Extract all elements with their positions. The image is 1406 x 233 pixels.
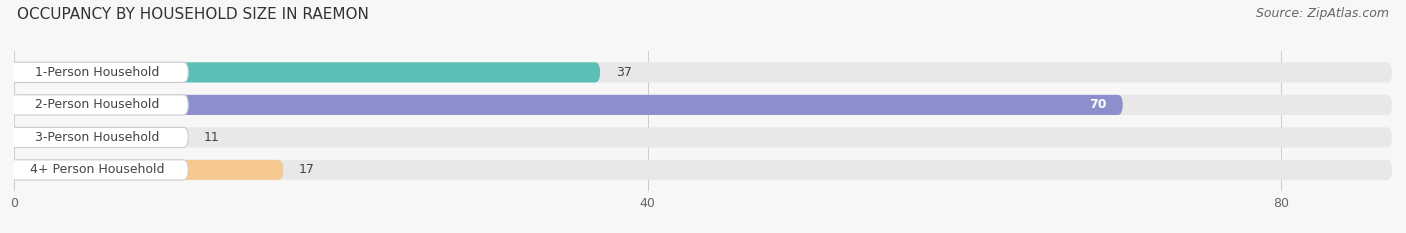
FancyBboxPatch shape: [14, 127, 188, 147]
Text: 37: 37: [616, 66, 631, 79]
FancyBboxPatch shape: [14, 95, 1123, 115]
Text: 17: 17: [299, 163, 315, 176]
Text: Source: ZipAtlas.com: Source: ZipAtlas.com: [1256, 7, 1389, 20]
Text: 1-Person Household: 1-Person Household: [35, 66, 159, 79]
FancyBboxPatch shape: [14, 62, 1392, 82]
Text: 70: 70: [1090, 98, 1107, 111]
FancyBboxPatch shape: [14, 160, 283, 180]
Text: 11: 11: [204, 131, 219, 144]
Text: 3-Person Household: 3-Person Household: [35, 131, 159, 144]
FancyBboxPatch shape: [14, 127, 1392, 147]
FancyBboxPatch shape: [6, 95, 188, 115]
FancyBboxPatch shape: [6, 62, 188, 82]
Text: 4+ Person Household: 4+ Person Household: [30, 163, 165, 176]
FancyBboxPatch shape: [14, 160, 1392, 180]
FancyBboxPatch shape: [6, 127, 188, 147]
FancyBboxPatch shape: [14, 95, 1392, 115]
FancyBboxPatch shape: [14, 62, 600, 82]
FancyBboxPatch shape: [6, 160, 188, 180]
Text: 2-Person Household: 2-Person Household: [35, 98, 159, 111]
Text: OCCUPANCY BY HOUSEHOLD SIZE IN RAEMON: OCCUPANCY BY HOUSEHOLD SIZE IN RAEMON: [17, 7, 368, 22]
